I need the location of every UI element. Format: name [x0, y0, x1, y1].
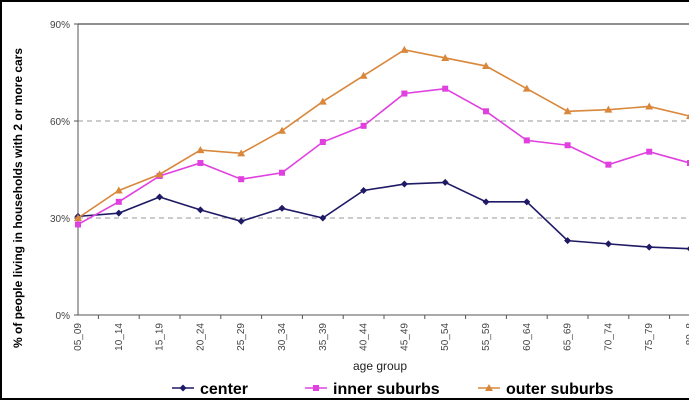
point-marker: [485, 384, 493, 391]
point-marker: [645, 243, 653, 251]
point-marker: [319, 139, 326, 146]
point-marker: [114, 186, 123, 194]
point-marker: [686, 113, 689, 120]
point-marker: [115, 198, 122, 205]
point-marker: [522, 84, 531, 92]
point-marker: [155, 170, 164, 178]
legend-label: center: [200, 381, 248, 398]
legend-item-outer-suburbs: outer suburbs: [478, 381, 614, 398]
x-tick-labels: 05_09 10_14 15_19 20_24 25_29 30_34 35_39 40_44…: [73, 323, 689, 351]
point-marker: [179, 384, 187, 392]
series-line: [77, 87, 689, 226]
point-marker: [441, 178, 449, 186]
point-marker: [75, 221, 81, 228]
legend-label: inner suburbs: [333, 381, 440, 398]
series-center: [74, 178, 689, 252]
point-marker: [319, 214, 327, 222]
axes: [74, 23, 689, 319]
point-marker: [237, 217, 245, 225]
x-tick-label: 75_79: [644, 323, 655, 351]
point-marker: [645, 102, 654, 110]
point-marker: [687, 160, 689, 167]
series-line: [77, 49, 689, 219]
point-marker: [604, 105, 613, 113]
y-axis-label: % of people living in households with 2 …: [11, 48, 25, 348]
point-marker: [523, 198, 531, 206]
y-tick-label: 0%: [56, 311, 71, 322]
x-tick-label: 30_34: [277, 323, 288, 351]
x-tick-label: 10_14: [114, 323, 125, 351]
point-marker: [564, 142, 571, 149]
x-tick-label: 45_49: [399, 323, 410, 351]
point-marker: [604, 240, 612, 248]
point-marker: [482, 62, 490, 70]
point-marker: [563, 107, 572, 115]
x-tick-label: 70_74: [603, 323, 614, 351]
x-tick-label: 55_59: [481, 323, 492, 351]
point-marker: [197, 160, 204, 167]
y-tick-label: 60%: [50, 117, 70, 128]
point-marker: [686, 246, 689, 252]
y-tick-labels: 0% 30% 60% 90%: [50, 20, 70, 322]
x-tick-label: 35_39: [318, 323, 329, 351]
point-marker: [523, 137, 530, 144]
x-tick-label: 20_24: [195, 323, 206, 351]
point-marker: [278, 204, 286, 212]
x-tick-label: 05_09: [73, 323, 84, 351]
point-marker: [564, 237, 572, 245]
y-tick-label: 90%: [50, 20, 70, 31]
point-marker: [115, 209, 123, 217]
point-marker: [318, 97, 327, 105]
legend: center inner suburbs outer suburbs: [172, 381, 614, 398]
series-outer-suburbs: [74, 45, 689, 221]
point-marker: [360, 187, 368, 195]
point-marker: [278, 126, 286, 134]
point-marker: [646, 148, 653, 155]
x-tick-label: 15_19: [155, 323, 166, 351]
point-marker: [238, 176, 245, 183]
y-tick-label: 30%: [50, 214, 70, 225]
x-tick-label: 40_44: [359, 323, 370, 351]
point-marker: [401, 90, 408, 97]
x-axis-label: age group: [353, 359, 407, 373]
point-marker: [74, 214, 82, 221]
point-marker: [156, 193, 164, 201]
legend-label: outer suburbs: [506, 381, 614, 398]
legend-item-inner-suburbs: inner suburbs: [305, 381, 440, 398]
point-marker: [196, 146, 205, 154]
series-lines: [74, 45, 689, 252]
point-marker: [279, 169, 285, 176]
point-marker: [360, 122, 367, 129]
x-tick-label: 65_69: [563, 323, 574, 351]
point-marker: [441, 53, 450, 61]
point-marker: [605, 161, 612, 168]
point-marker: [482, 198, 490, 206]
point-marker: [359, 71, 368, 79]
legend-item-center: center: [172, 381, 248, 398]
x-tick-label: 25_29: [236, 323, 247, 351]
x-tick-label: 50_54: [440, 323, 451, 351]
series-inner-suburbs: [75, 85, 689, 228]
point-marker: [313, 385, 319, 391]
x-tick-label: 80_8: [685, 323, 689, 346]
gridlines: [78, 23, 689, 219]
series-line: [77, 181, 689, 250]
point-marker: [196, 206, 204, 214]
point-marker: [237, 149, 246, 157]
point-marker: [483, 108, 489, 115]
point-marker: [442, 85, 449, 92]
x-tick-label: 60_64: [522, 323, 533, 351]
point-marker: [400, 180, 408, 188]
point-marker: [400, 45, 409, 53]
